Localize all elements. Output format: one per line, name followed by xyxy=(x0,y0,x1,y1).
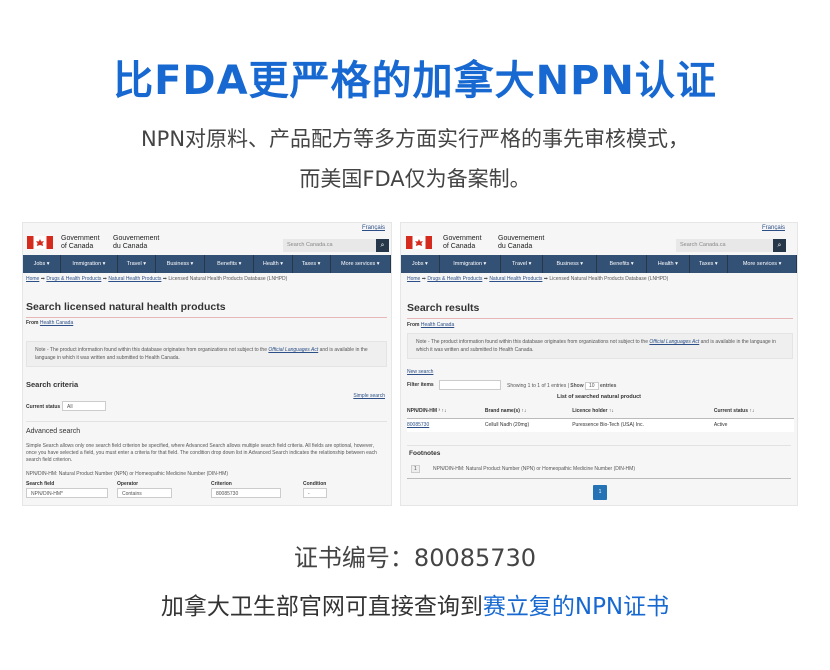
from-line: From Health Canada xyxy=(26,320,74,326)
simple-search-link[interactable]: Simple search xyxy=(353,393,385,399)
note-box: Note - The product information found wit… xyxy=(407,333,793,359)
screenshot-search-form: Français Government of Canada Gouvernemen… xyxy=(22,222,392,506)
nav-taxes[interactable]: Taxes ▾ xyxy=(690,255,729,273)
language-link[interactable]: Français xyxy=(361,225,385,231)
main-nav: Jobs ▾ Immigration ▾ Travel ▾ Business ▾ Ben… xyxy=(23,255,391,273)
headline: 比FDA更严格的加拿大NPN认证 xyxy=(113,58,717,104)
col-npn[interactable]: NPN/DIN-HM ¹ ↑↓ xyxy=(407,408,447,415)
col-holder[interactable]: Licence holder ↑↓ xyxy=(572,408,614,415)
col-brand[interactable]: Brand name(s) ↑↓ xyxy=(484,408,527,415)
filter-label: Filter items xyxy=(407,382,434,388)
filter-input[interactable] xyxy=(439,380,501,390)
entries-info: Showing 1 to 1 of 1 entries | Show 10 en… xyxy=(507,382,617,390)
note-box: Note - The product information found wit… xyxy=(26,341,387,367)
magnifier-icon[interactable]: ⌕ xyxy=(773,239,786,252)
nav-business[interactable]: Business ▾ xyxy=(156,255,206,273)
footnote-number[interactable]: 1 xyxy=(411,465,420,473)
gov-en: Government of Canada xyxy=(61,235,100,250)
new-search-link[interactable]: New search xyxy=(407,369,434,375)
status-select[interactable]: All xyxy=(62,401,106,411)
col-status[interactable]: Current status ↑↓ xyxy=(713,408,755,415)
search-criteria-heading: Search criteria xyxy=(26,380,79,389)
page-size-select[interactable]: 10 xyxy=(585,382,599,390)
page-title: Search results xyxy=(407,302,480,314)
language-link[interactable]: Français xyxy=(761,225,785,231)
footnote-text: NPN/DIN-HM: Natural Product Number (NPN)… xyxy=(433,466,635,472)
search-input[interactable]: Search Canada.ca xyxy=(676,239,773,252)
subtitle-line-1: NPN对原料、产品配方等多方面实行严格的事先审核模式， xyxy=(140,127,690,151)
status-cell: Active xyxy=(713,422,728,429)
condition-label: Condition xyxy=(303,481,327,487)
advanced-search-heading: Advanced search xyxy=(26,428,81,435)
breadcrumb: Home ➡ Drugs & Health Products ➡ Natural… xyxy=(407,276,669,282)
page-title: Search licensed natural health products xyxy=(26,301,226,313)
nav-health[interactable]: Health ▾ xyxy=(647,255,690,273)
nav-travel[interactable]: Travel ▾ xyxy=(118,255,156,273)
gov-en: Government of Canada xyxy=(443,235,482,250)
nav-benefits[interactable]: Benefits ▾ xyxy=(205,255,255,273)
results-table: NPN/DIN-HM ¹ ↑↓ Brand name(s) ↑↓ Licence h… xyxy=(407,405,794,432)
nav-immigration[interactable]: Immigration ▾ xyxy=(440,255,501,273)
table-row: 80085730 Cellull Nadh (20mg) Puressence Bi… xyxy=(407,418,794,432)
screenshot-search-results: Français Government of Canada Gouvernemen… xyxy=(400,222,798,506)
nav-taxes[interactable]: Taxes ▾ xyxy=(293,255,331,273)
main-nav: Jobs ▾ Immigration ▾ Travel ▾ Business ▾ Ben… xyxy=(401,255,797,273)
nav-more[interactable]: More services ▾ xyxy=(728,255,797,273)
operator-label: Operator xyxy=(117,481,139,487)
certificate-number: 证书编号：80085730 xyxy=(293,544,537,572)
footnotes-heading: Footnotes xyxy=(409,450,441,457)
from-line: From Health Canada xyxy=(407,322,455,328)
npn-link[interactable]: 80085730 xyxy=(407,422,430,429)
status-label: Current status xyxy=(26,404,61,410)
nav-health[interactable]: Health ▾ xyxy=(254,255,293,273)
nav-immigration[interactable]: Immigration ▾ xyxy=(61,255,118,273)
table-caption: List of searched natural product xyxy=(556,394,642,400)
nav-jobs[interactable]: Jobs ▾ xyxy=(401,255,440,273)
operator-select[interactable]: Contains xyxy=(117,488,172,498)
nav-benefits[interactable]: Benefits ▾ xyxy=(597,255,648,273)
breadcrumb: Home ➡ Drugs & Health Products ➡ Natural… xyxy=(26,276,288,282)
advanced-description: Simple Search allows only one search fie… xyxy=(26,443,377,463)
holder-cell: Puressence Bio-Tech (USA) Inc. xyxy=(572,422,644,429)
gov-fr: Gouvernement du Canada xyxy=(498,235,545,250)
criterion-input[interactable]: 80085730 xyxy=(211,488,281,498)
npn-note: NPN/DIN-HM: Natural Product Number (NPN)… xyxy=(26,471,228,477)
search-input[interactable]: Search Canada.ca xyxy=(283,239,376,252)
search-field-select[interactable]: NPN/DIN-HM* xyxy=(26,488,108,498)
magnifier-icon[interactable]: ⌕ xyxy=(376,239,389,252)
subtitle-line-2: 而美国FDA仅为备案制。 xyxy=(299,167,531,191)
query-line: 加拿大卫生部官网可直接查询到赛立复的NPN证书 xyxy=(160,594,670,620)
nav-travel[interactable]: Travel ▾ xyxy=(501,255,544,273)
canada-flag-icon xyxy=(406,236,432,249)
condition-select[interactable]: - xyxy=(303,488,327,498)
criterion-label: Criterion xyxy=(211,481,232,487)
nav-business[interactable]: Business ▾ xyxy=(543,255,598,273)
pagination-page-1[interactable]: 1 xyxy=(593,485,607,500)
search-field-label: Search field xyxy=(26,481,55,487)
nav-more[interactable]: More services ▾ xyxy=(331,255,391,273)
gov-fr: Gouvernement du Canada xyxy=(113,235,160,250)
nav-jobs[interactable]: Jobs ▾ xyxy=(23,255,62,273)
brand-cell: Cellull Nadh (20mg) xyxy=(484,422,530,429)
canada-flag-icon xyxy=(27,236,53,249)
